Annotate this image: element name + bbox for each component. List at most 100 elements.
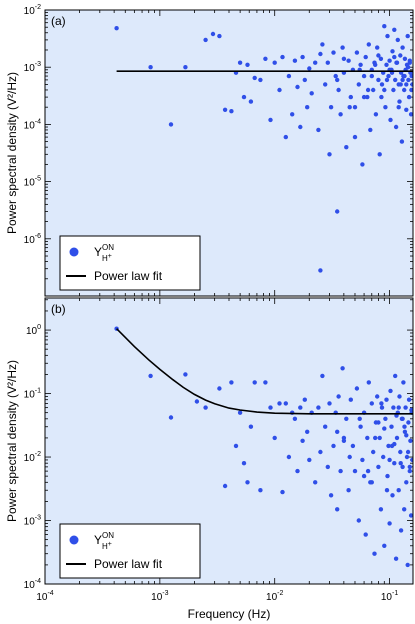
data-point — [357, 416, 362, 421]
data-point — [389, 424, 394, 429]
data-point — [406, 77, 411, 83]
data-point — [340, 45, 345, 50]
data-point — [371, 449, 376, 455]
data-point — [393, 124, 399, 130]
data-point — [387, 457, 392, 463]
y-tick-label: 10-1 — [24, 388, 41, 401]
data-point — [377, 435, 382, 441]
data-point — [298, 124, 303, 130]
data-point — [369, 480, 374, 485]
data-point — [369, 401, 374, 406]
data-point — [400, 77, 405, 83]
panel-label: (b) — [51, 302, 66, 316]
x-tick-label: 10-4 — [36, 590, 53, 603]
data-point — [399, 139, 405, 144]
data-point — [248, 99, 254, 104]
data-point — [335, 507, 340, 512]
data-point — [302, 397, 307, 402]
data-point — [385, 473, 390, 479]
data-point — [400, 464, 405, 470]
data-point — [237, 60, 243, 65]
data-point — [404, 107, 409, 113]
data-point — [366, 380, 371, 385]
data-point — [352, 468, 358, 474]
data-point — [402, 56, 408, 61]
data-point — [392, 441, 397, 447]
data-point — [217, 33, 222, 39]
data-point — [388, 388, 393, 394]
data-point — [369, 73, 374, 79]
data-point — [313, 480, 318, 485]
data-point — [323, 424, 328, 429]
data-point — [335, 429, 340, 434]
panel-label: (a) — [51, 14, 66, 28]
data-point — [286, 73, 292, 79]
data-point — [346, 58, 351, 63]
data-point — [407, 60, 412, 65]
data-point — [277, 401, 282, 406]
data-point — [384, 488, 390, 493]
data-point — [283, 401, 288, 406]
data-point — [376, 77, 381, 83]
data-point — [340, 366, 345, 371]
data-point — [384, 77, 390, 83]
data-point — [385, 33, 390, 39]
x-tick-label: 10-3 — [151, 590, 168, 603]
legend-label-data: YON — [94, 243, 114, 259]
data-point — [168, 415, 174, 420]
data-point — [398, 528, 404, 533]
x-tick-label: 10-1 — [381, 590, 398, 603]
data-point — [350, 443, 356, 449]
y-tick-label: 10-2 — [24, 4, 41, 17]
data-point — [346, 488, 351, 493]
data-point — [375, 45, 380, 50]
data-point — [348, 397, 353, 402]
data-point — [398, 82, 403, 87]
data-point — [377, 152, 382, 157]
data-point — [402, 73, 407, 79]
data-point — [401, 380, 406, 385]
data-point — [383, 416, 388, 421]
data-point — [387, 521, 392, 526]
data-point — [331, 443, 336, 449]
data-point — [402, 87, 407, 93]
data-point — [400, 45, 405, 50]
data-point — [217, 386, 222, 391]
data-point — [393, 556, 399, 561]
data-point — [300, 54, 305, 60]
data-point — [391, 405, 396, 410]
data-point — [356, 518, 361, 523]
legend-label-subscript: H+ — [102, 253, 112, 263]
data-point — [404, 454, 410, 460]
data-point — [383, 105, 388, 110]
data-point — [398, 461, 403, 466]
data-point — [233, 443, 239, 449]
data-point — [365, 468, 371, 474]
data-point — [410, 82, 413, 87]
data-point — [316, 405, 321, 410]
data-point — [361, 94, 367, 100]
data-point — [320, 373, 325, 379]
data-point — [305, 429, 310, 434]
data-point — [361, 73, 367, 79]
legend-label-data: YON — [94, 531, 114, 547]
data-point — [360, 457, 365, 463]
data-point — [344, 416, 349, 421]
data-point — [327, 401, 332, 406]
data-point — [318, 449, 323, 455]
data-point — [241, 461, 247, 466]
data-point — [379, 82, 385, 87]
data-point — [382, 87, 387, 93]
data-point — [280, 489, 285, 495]
data-point — [309, 91, 314, 96]
data-point — [386, 443, 391, 449]
data-point — [378, 507, 384, 512]
data-point — [405, 449, 411, 455]
data-point — [405, 33, 410, 39]
data-point — [114, 26, 119, 31]
data-point — [295, 468, 300, 474]
data-point — [248, 424, 254, 429]
data-point — [373, 112, 379, 117]
